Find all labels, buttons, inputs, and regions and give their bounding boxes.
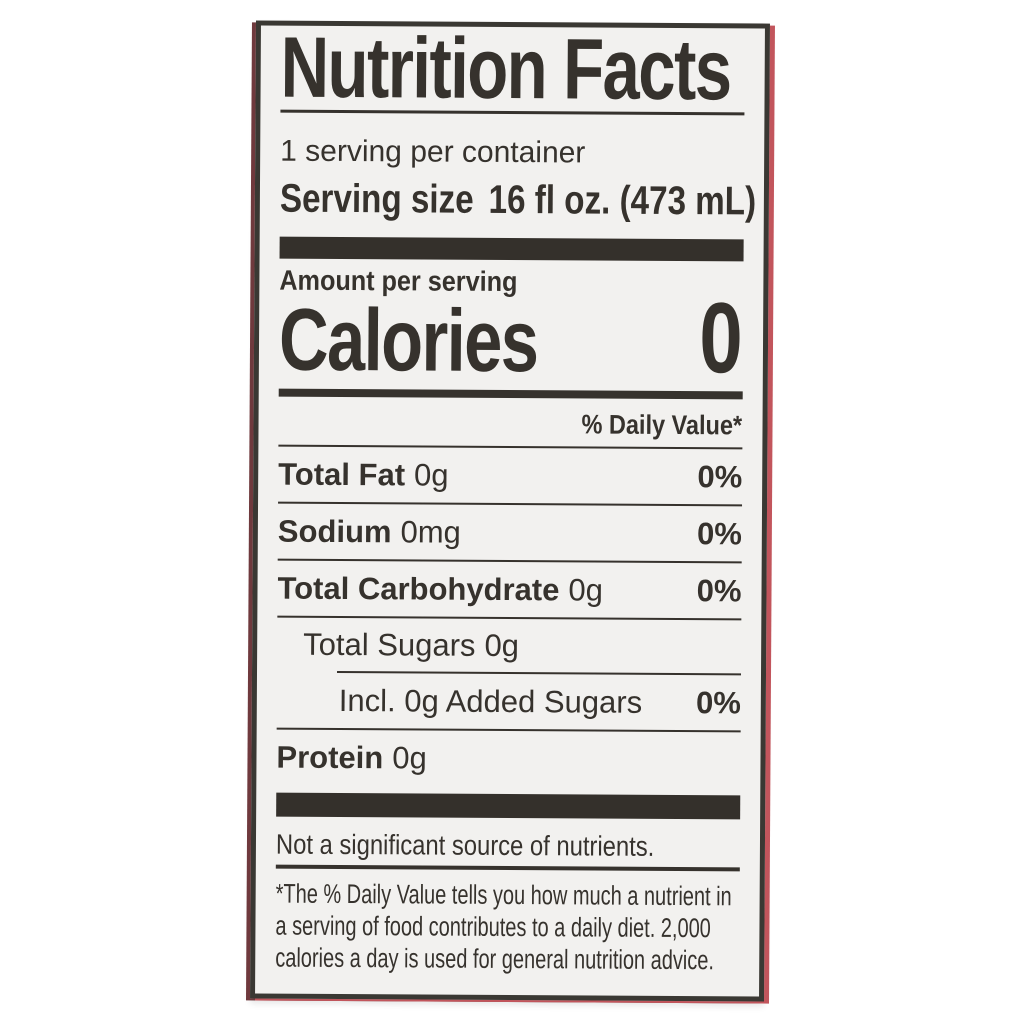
nutrient-name: Sodium <box>277 513 392 549</box>
section-bar-top <box>279 236 744 262</box>
servings-per-container: 1 serving per container <box>280 134 586 170</box>
nutrient-daily-value: 0% <box>697 458 743 494</box>
nutrient-name: Incl. 0g Added Sugars <box>338 682 643 720</box>
nutrient-row-total-fat: Total Fat 0g 0% <box>278 446 743 507</box>
nutrient-amount: 0mg <box>400 513 461 550</box>
nutrient-row-added-sugars: Incl. 0g Added Sugars 0% <box>276 672 741 733</box>
nutrient-daily-value: 0% <box>696 515 742 551</box>
nutrient-amount: 0g <box>413 456 449 493</box>
nutrient-row-total-sugars: Total Sugars 0g <box>277 618 741 674</box>
divider-under-calories <box>278 388 743 400</box>
footnote-line: *The % Daily Value tells you how much a … <box>275 878 732 912</box>
calories-label: Calories <box>278 289 538 391</box>
daily-value-footnote: *The % Daily Value tells you how much a … <box>275 878 740 977</box>
nutrient-name: Total Carbohydrate <box>277 570 560 607</box>
nutrition-facts-label: Nutrition Facts 1 serving per container … <box>250 19 770 1002</box>
nutrient-name: Total Sugars <box>303 626 476 663</box>
daily-value-header: % Daily Value* <box>581 409 743 441</box>
nutrient-name: Protein <box>276 739 384 775</box>
calories-value: 0 <box>699 282 744 395</box>
not-significant-note: Not a significant source of nutrients. <box>275 828 655 862</box>
calories-row: Calories 0 <box>278 282 744 395</box>
nutrient-amount: 0g <box>568 571 604 608</box>
nutrient-amount: 0g <box>392 739 427 775</box>
serving-size-row: Serving size 16 fl oz. (473 mL) <box>279 176 756 224</box>
serving-size-label: Serving size <box>279 176 474 222</box>
footnote-line: a serving of food contributes to a daily… <box>275 910 711 944</box>
nutrient-row-protein: Protein 0g <box>276 730 740 788</box>
nutrient-amount: 0g <box>484 627 520 663</box>
serving-size-value: 16 fl oz. (473 mL) <box>488 177 757 224</box>
nutrient-row-sodium: Sodium 0mg 0% <box>277 503 743 564</box>
label-title: Nutrition Facts <box>280 19 731 119</box>
nutrient-daily-value: 0% <box>695 684 741 720</box>
divider-above-footnote <box>275 864 740 872</box>
footnote-line: calories a day is used for general nutri… <box>275 942 715 976</box>
nutrient-row-total-carbohydrate: Total Carbohydrate 0g 0% <box>277 560 742 621</box>
section-bar-bottom <box>276 792 741 820</box>
nutrient-daily-value: 0% <box>696 572 742 608</box>
nutrient-name: Total Fat <box>278 456 406 492</box>
